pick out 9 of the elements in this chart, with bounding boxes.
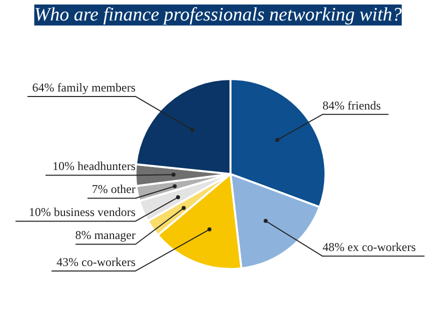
slice-label: 8% manager [75, 228, 136, 242]
slice-label: 64% family members [32, 80, 136, 94]
slice-label: 43% co-workers [56, 254, 136, 269]
slice-label: 84% friends [322, 98, 382, 112]
slice-label: 7% other [92, 182, 136, 196]
slice-label: 48% ex co-workers [322, 240, 416, 254]
slice-label: 10% headhunters [52, 159, 136, 174]
chart-title: Who are finance professionals networking with? [34, 4, 402, 26]
slice-label: 10% business vendors [28, 205, 136, 220]
